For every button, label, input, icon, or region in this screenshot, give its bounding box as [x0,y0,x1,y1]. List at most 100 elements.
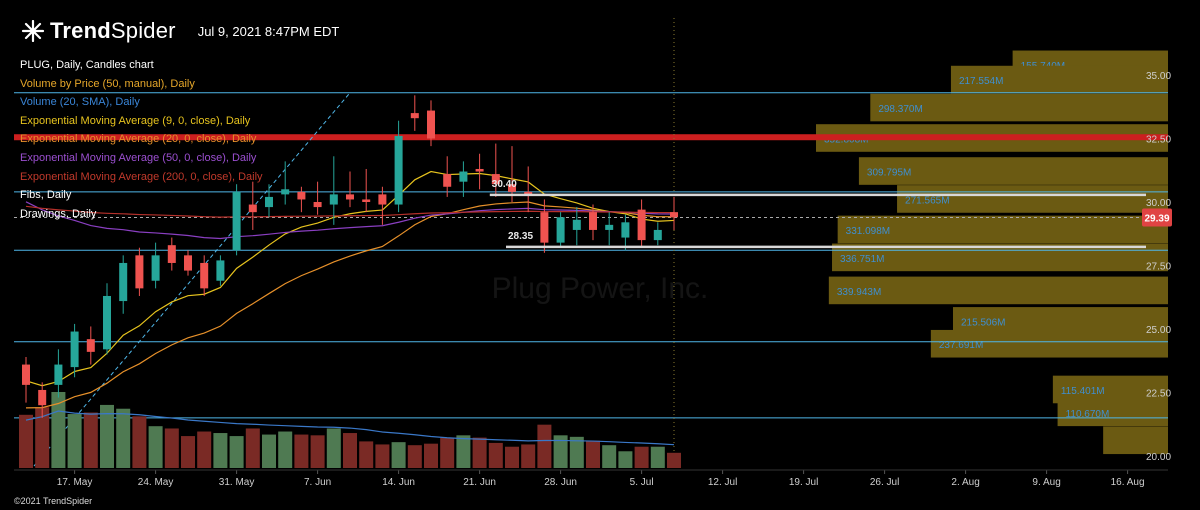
volume-bar [424,443,438,468]
legend-item[interactable]: Fibs, Daily [20,186,263,205]
volume-bar [488,442,503,468]
fib-layer: 30.40 28.35 [489,179,1146,249]
vbp-label: 298.370M [878,104,922,115]
x-tick-label: 2. Aug [951,477,979,488]
vbp-bar [930,329,1168,358]
vbp-bar [870,93,1168,122]
volume-bar [343,433,357,468]
candle-body [653,229,662,241]
volume-bar [505,446,519,468]
candle-body [410,113,419,119]
vbp-label: 271.565M [905,195,949,206]
candle-body [427,110,435,139]
volume-bar [294,434,309,468]
x-tick-label: 31. May [219,477,255,488]
volume-bar [456,435,471,468]
candle-body [621,222,630,238]
legend-item[interactable]: Exponential Moving Average (9, 0, close)… [20,112,263,131]
candle-body [443,174,452,187]
watermark-text: Plug Power, Inc. [492,272,709,305]
header: TrendSpider Jul 9, 2021 8:47PM EDT [20,18,339,44]
legend-item[interactable]: Drawings, Daily [20,205,263,224]
candle-body [248,204,257,213]
volume-bar [197,431,212,468]
candle-body [508,184,516,192]
candle-body [394,135,403,205]
x-tick-label: 17. May [57,477,93,488]
volume-bar [634,446,649,468]
candle-body [362,199,371,202]
candle-body [670,212,678,218]
candle-body [151,255,160,281]
legend-item[interactable]: Exponential Moving Average (20, 0, close… [20,130,263,149]
axes-layer: 20.00 22.50 25.00 27.50 30.00 32.50 35.00 17. M… [14,71,1172,488]
vbp-label: 309.795M [867,168,911,179]
legend-item-label: Exponential Moving Average (20, 0, close… [20,133,257,146]
x-tick-label: 12. Jul [708,477,737,488]
volume-bar [537,424,552,468]
candle-body [232,191,241,251]
trendspider-logo-icon [21,20,45,42]
vbp-label: 110.670M [1066,409,1110,420]
volume-bar [391,442,406,468]
candle-body [281,189,290,195]
volume-bar [229,436,244,468]
candle-body [459,171,468,182]
legend-item[interactable]: Exponential Moving Average (50, 0, close… [20,149,263,168]
volume-bar [326,428,341,468]
brand-light: Spider [110,18,176,43]
legend-item[interactable]: Volume (20, SMA), Daily [20,93,263,112]
vbp-label: 331.098M [846,226,890,237]
volume-layer [19,392,681,468]
candle-body [216,260,225,281]
vbp-label: 237.691M [939,340,983,351]
y-tick-label: 25.00 [1146,325,1171,336]
legend-item-label: Volume by Price (50, manual), Daily [20,77,195,90]
legend-item-label: Exponential Moving Average (200, 0, clos… [20,170,263,183]
volume-by-price-layer: 155.740M217.554M298.370M352.808M309.795M… [816,50,1168,455]
volume-bar [521,444,536,468]
volume-bar [67,414,82,468]
vbp-label: 336.751M [840,254,884,265]
volume-bar [602,445,617,468]
candle-body [540,212,549,243]
volume-bar [148,426,163,468]
ema50-line [25,201,675,240]
last-price-label: 29.39 [1144,213,1169,224]
candle-body [572,219,581,230]
candle-body [184,255,192,271]
ema20-line [25,201,675,409]
candle-body [200,262,209,289]
vbp-bar [950,65,1168,94]
volume-bar [278,431,293,468]
vbp-label: 115.401M [1061,386,1105,397]
x-tick-label: 24. May [138,477,174,488]
x-tick-label: 19. Jul [789,477,818,488]
vbp-bar [837,215,1168,244]
trendline-layer [33,92,351,467]
legend-item[interactable]: PLUG, Daily, Candles chart [20,56,263,75]
volume-bar [618,451,633,468]
x-tick-label: 14. Jun [382,477,415,488]
volume-bar [310,435,325,468]
vbp-bar [897,185,1168,213]
volume-bar [407,445,422,468]
volume-sma-line [25,410,675,446]
volume-bar [667,452,681,468]
last-price-badge [1142,208,1172,227]
x-tick-label: 21. Jun [463,477,496,488]
fib-label: 30.40 [492,179,517,190]
legend-item[interactable]: Exponential Moving Average (200, 0, clos… [20,168,263,187]
legend-item[interactable]: Volume by Price (50, manual), Daily [20,75,263,94]
candle-body [378,194,387,205]
y-tick-label: 27.50 [1146,262,1171,273]
volume-bar [100,404,114,468]
volume-bar [181,436,195,468]
y-tick-label: 32.50 [1146,135,1171,146]
candle-body [22,364,30,385]
x-tick-label: 16. Aug [1111,477,1145,488]
brand-bold: Trend [50,18,111,43]
candle-body [135,255,144,289]
candle-body [86,339,95,352]
